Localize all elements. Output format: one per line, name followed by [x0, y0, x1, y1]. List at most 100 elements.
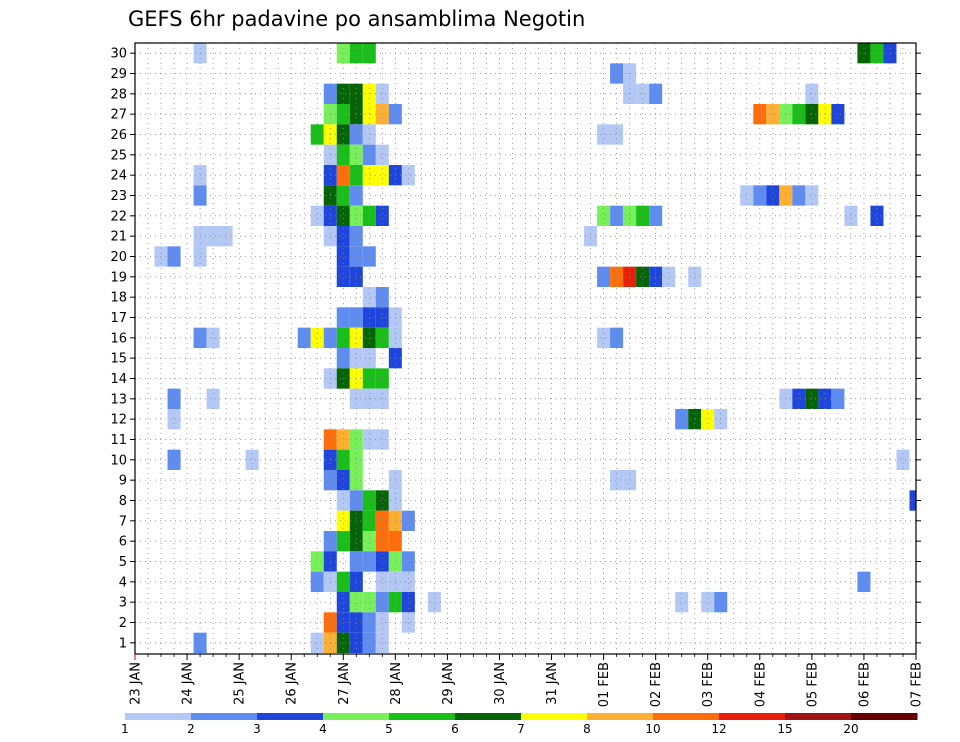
- y-tick-label: 5: [119, 555, 127, 570]
- heatmap-cell: [336, 144, 350, 165]
- heatmap-cell: [701, 591, 715, 613]
- heatmap-cell: [375, 571, 389, 592]
- heatmap-cell: [349, 449, 363, 470]
- colorbar-label: 5: [385, 722, 393, 736]
- heatmap-cell: [753, 103, 767, 125]
- y-tick-label: 30: [110, 47, 127, 62]
- heatmap-cell: [688, 266, 702, 287]
- heatmap-cell: [688, 408, 702, 430]
- heatmap-cell: [349, 612, 363, 633]
- heatmap-cell: [336, 225, 350, 247]
- heatmap-cell: [349, 327, 363, 348]
- heatmap-cell: [310, 327, 324, 348]
- x-tick-label: 24 JAN: [181, 662, 196, 705]
- heatmap-cell: [154, 246, 168, 267]
- heatmap-cell: [336, 530, 350, 552]
- y-tick-label: 23: [110, 189, 127, 204]
- y-tick-label: 12: [110, 413, 127, 428]
- heatmap-cell: [870, 205, 884, 226]
- x-tick-label: 04 FEB: [753, 662, 768, 707]
- y-tick-label: 26: [110, 128, 127, 143]
- colorbar-label: 15: [777, 722, 792, 736]
- heatmap-cell: [336, 103, 350, 125]
- heatmap-cell: [597, 327, 611, 348]
- heatmap-cell: [167, 408, 181, 430]
- heatmap-cell: [610, 327, 624, 348]
- heatmap-cell: [427, 591, 441, 613]
- heatmap-cell: [362, 632, 376, 653]
- x-tick-label: 02 FEB: [649, 662, 664, 707]
- colorbar-label: 6: [451, 722, 459, 736]
- y-tick-label: 6: [119, 535, 127, 550]
- heatmap-cell: [336, 591, 350, 613]
- heatmap-cell: [896, 449, 910, 470]
- y-tick-label: 22: [110, 209, 127, 224]
- y-tick-label: 3: [119, 596, 127, 611]
- y-tick-label: 4: [119, 575, 127, 590]
- heatmap-cell: [401, 551, 415, 572]
- colorbar-label: 4: [319, 722, 327, 736]
- heatmap-cell: [362, 591, 376, 613]
- heatmap-cell: [805, 185, 819, 206]
- heatmap-cell: [167, 449, 181, 470]
- x-tick-label: 28 JAN: [389, 662, 404, 705]
- colorbar-swatch: [455, 713, 522, 720]
- heatmap-cell: [792, 185, 806, 206]
- colorbar-label: 1: [121, 722, 129, 736]
- heatmap-cell: [375, 286, 389, 308]
- chart-title: GEFS 6hr padavine po ansamblima Negotin: [128, 7, 585, 31]
- heatmap-cell: [206, 225, 220, 247]
- heatmap-cell: [401, 164, 415, 186]
- heatmap-cell: [857, 571, 871, 592]
- y-tick-label: 14: [110, 372, 127, 387]
- heatmap-cell: [349, 205, 363, 226]
- heatmap-cell: [753, 185, 767, 206]
- heatmap-cell: [349, 551, 363, 572]
- x-tick-label: 26 JAN: [285, 662, 300, 705]
- heatmap-cell: [336, 490, 350, 511]
- heatmap-cell: [349, 490, 363, 511]
- y-tick-label: 1: [119, 636, 127, 651]
- heatmap-cell: [336, 185, 350, 206]
- x-tick-label: 29 JAN: [441, 662, 456, 705]
- colorbar-swatch: [389, 713, 456, 720]
- heatmap-cell: [349, 429, 363, 450]
- heatmap-cell: [310, 205, 324, 226]
- y-tick-label: 21: [110, 230, 127, 245]
- heatmap-cell: [349, 307, 363, 328]
- x-tick-label: 03 FEB: [701, 662, 716, 707]
- heatmap-cell: [336, 246, 350, 267]
- heatmap-cell: [336, 307, 350, 328]
- heatmap-cell: [375, 103, 389, 125]
- heatmap-cell: [336, 612, 350, 633]
- heatmap-cell: [349, 571, 363, 592]
- heatmap-cell: [740, 185, 754, 206]
- heatmap-cell: [375, 591, 389, 613]
- colorbar-swatch: [191, 713, 258, 720]
- heatmap-cell: [623, 469, 637, 491]
- y-tick-label: 18: [110, 291, 127, 306]
- heatmap-cell: [336, 632, 350, 653]
- heatmap-cell: [336, 449, 350, 470]
- heatmap-cell: [349, 530, 363, 552]
- y-tick-label: 19: [110, 270, 127, 285]
- y-tick-label: 29: [110, 67, 127, 82]
- heatmap-cell: [636, 205, 650, 226]
- y-tick-label: 7: [119, 514, 127, 529]
- heatmap-cell: [336, 327, 350, 348]
- heatmap-cell: [362, 103, 376, 125]
- heatmap-cell: [349, 144, 363, 165]
- colorbar-swatch: [323, 713, 390, 720]
- heatmap-cell: [818, 103, 832, 125]
- heatmap-cell: [597, 124, 611, 145]
- y-tick-label: 28: [110, 87, 127, 102]
- heatmap-cell: [675, 591, 689, 613]
- heatmap-cell: [362, 246, 376, 267]
- heatmap-cell: [349, 591, 363, 613]
- heatmap-cell: [831, 103, 845, 125]
- heatmap-cell: [362, 429, 376, 450]
- heatmap-cell: [766, 185, 780, 206]
- colorbar-label: 7: [517, 722, 525, 736]
- heatmap-cell: [336, 164, 350, 186]
- heatmap-cell: [362, 612, 376, 633]
